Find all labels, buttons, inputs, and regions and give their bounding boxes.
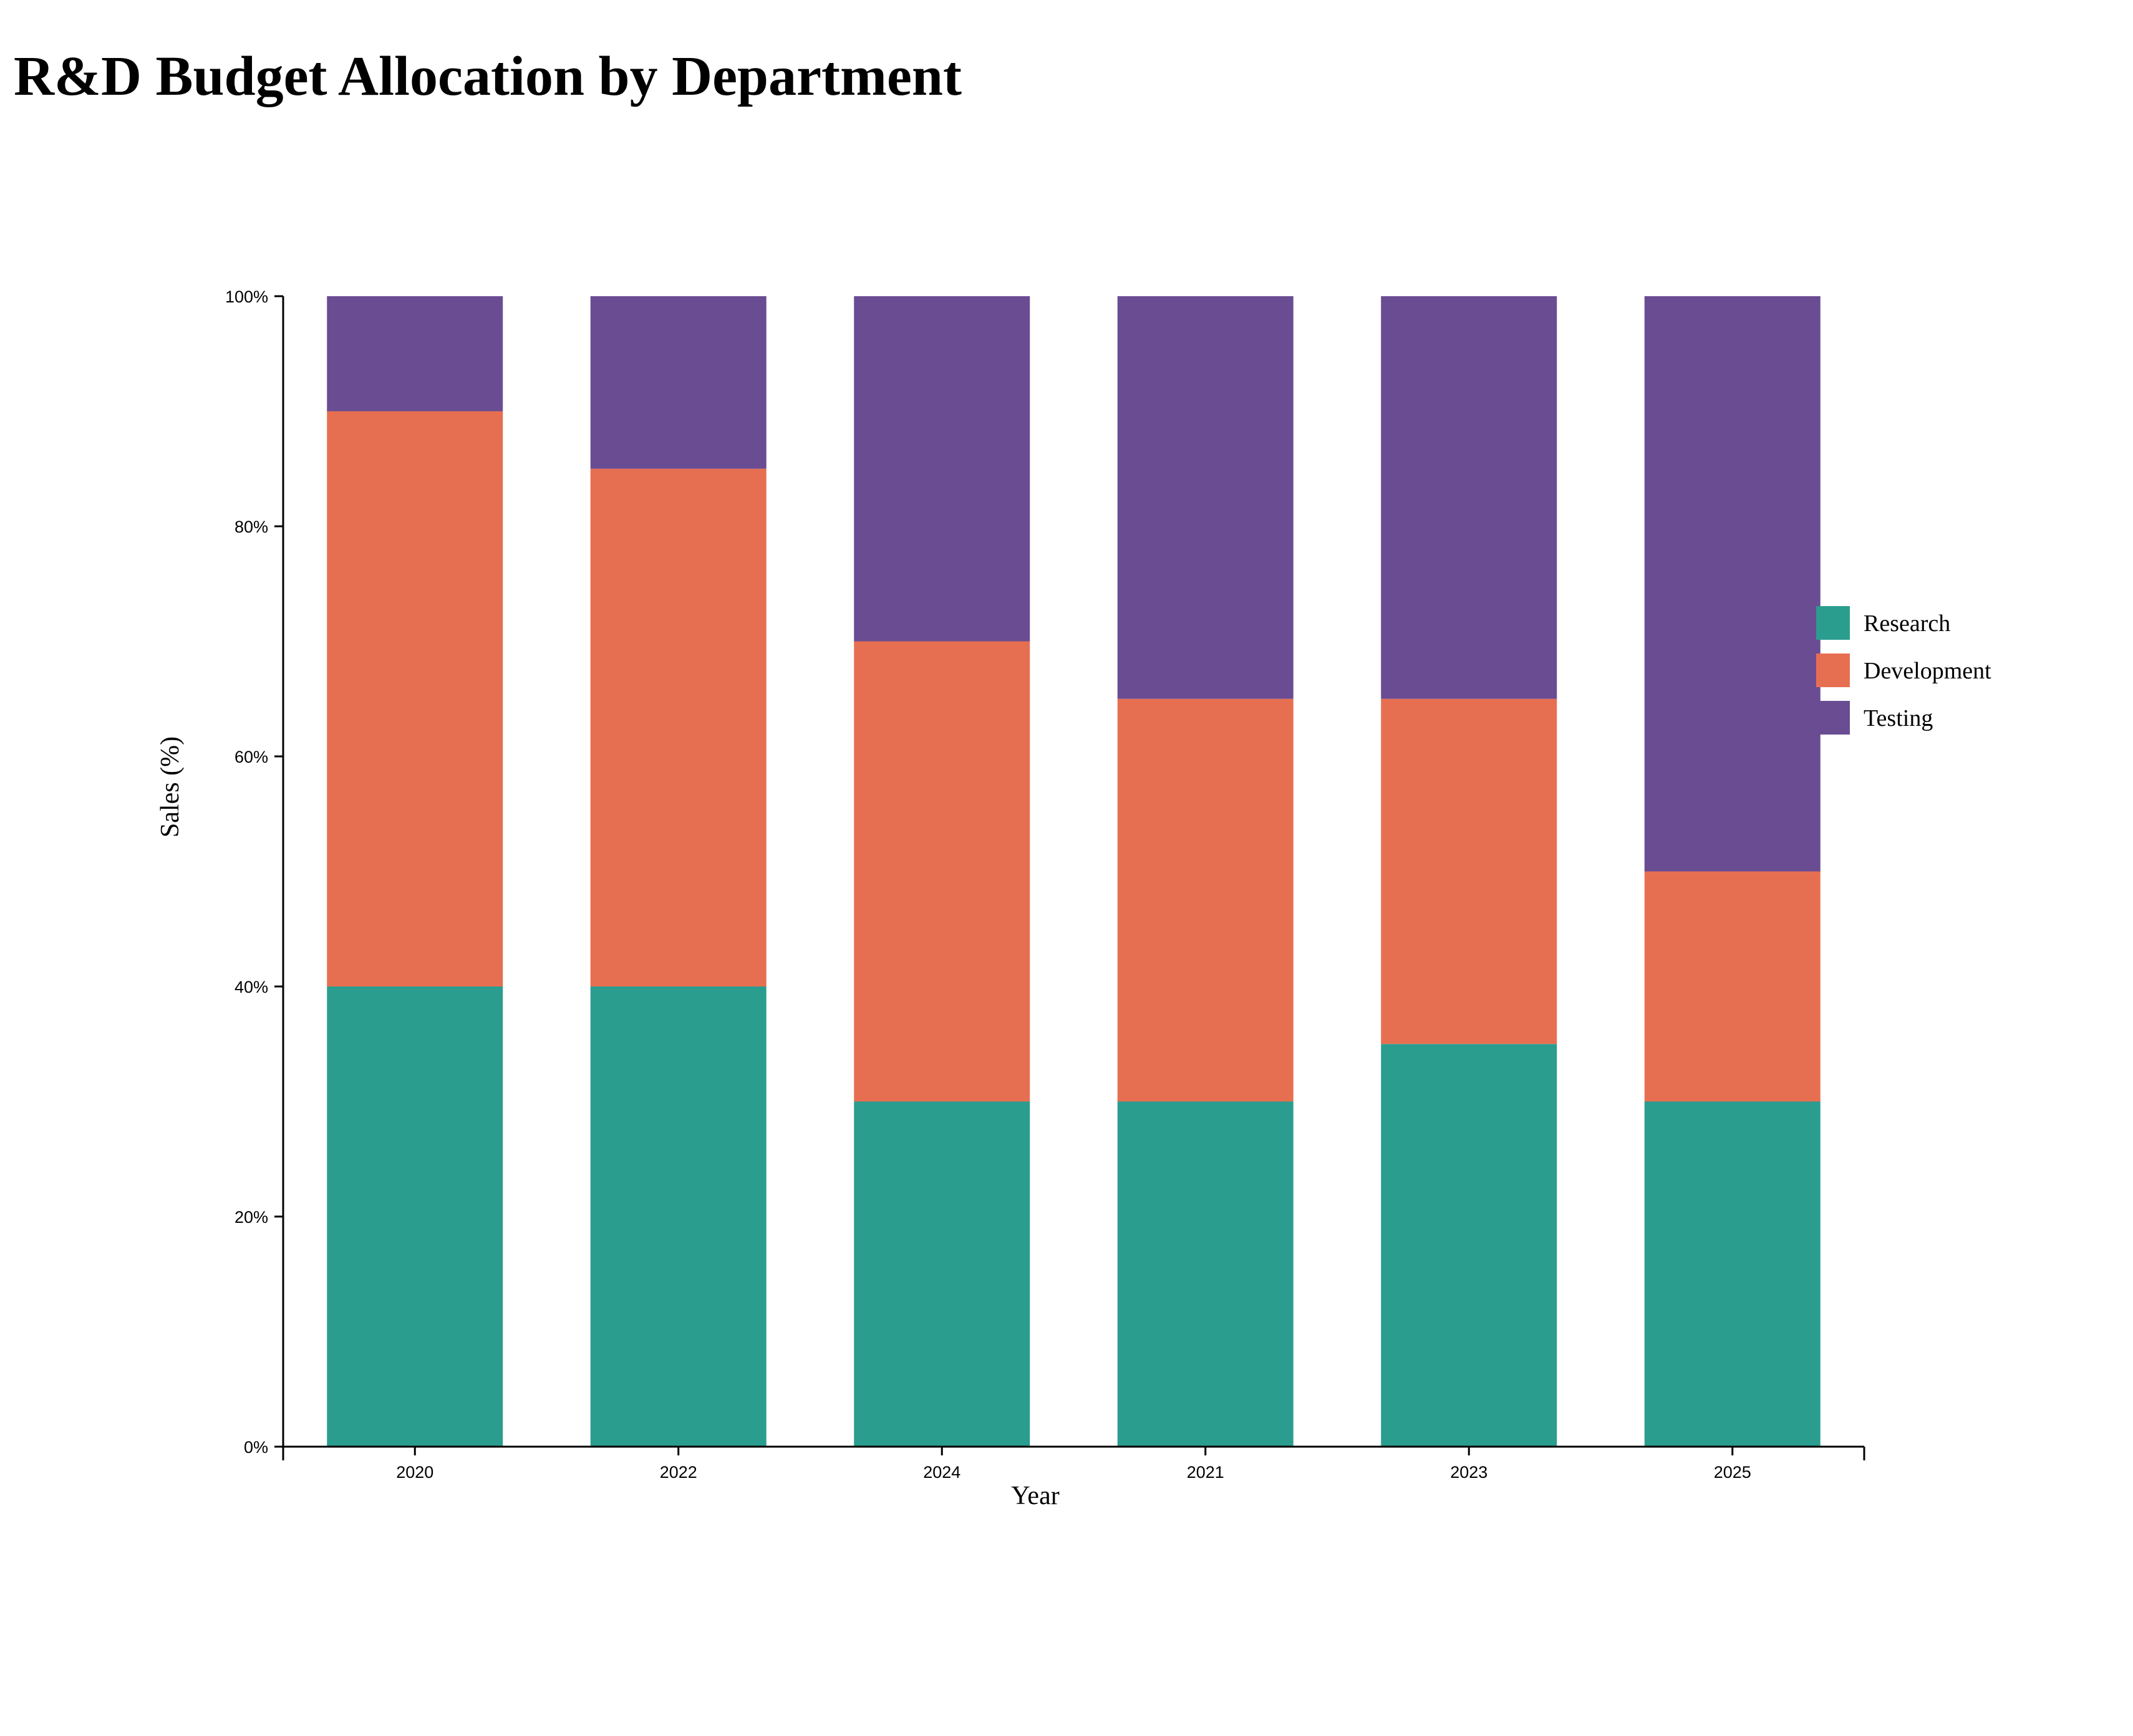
bar-research-2022 <box>590 986 767 1447</box>
bar-testing-2023 <box>1381 296 1557 699</box>
y-tick-label: 20% <box>235 1208 268 1227</box>
bar-testing-2021 <box>1117 296 1294 699</box>
x-tick-label: 2023 <box>1450 1463 1487 1482</box>
legend-swatch-research <box>1816 606 1850 640</box>
y-tick-label: 40% <box>235 978 268 996</box>
y-tick-label: 0% <box>244 1438 268 1457</box>
bar-development-2023 <box>1381 698 1557 1044</box>
x-tick-label: 2020 <box>396 1463 433 1482</box>
x-axis-title: Year <box>1011 1482 1059 1510</box>
bar-research-2020 <box>327 986 503 1447</box>
bar-development-2024 <box>854 641 1030 1102</box>
legend-swatch-testing <box>1816 701 1850 735</box>
x-tick-label: 2025 <box>1714 1463 1751 1482</box>
bar-research-2023 <box>1381 1044 1557 1447</box>
bar-testing-2024 <box>854 296 1030 642</box>
bar-development-2020 <box>327 411 503 986</box>
bar-development-2022 <box>590 468 767 986</box>
y-axis-ticks: 0% 20% 40% 60% 80% 100% <box>225 287 283 1457</box>
legend-label-research: Research <box>1864 610 1950 637</box>
x-tick-label: 2024 <box>923 1463 960 1482</box>
bar-development-2021 <box>1117 698 1294 1102</box>
x-axis-ticks: 2020 2022 2024 2021 2023 2025 <box>396 1447 1751 1482</box>
x-tick-label: 2022 <box>660 1463 697 1482</box>
bar-research-2025 <box>1644 1101 1821 1447</box>
bar-development-2025 <box>1644 871 1821 1102</box>
bar-testing-2025 <box>1644 296 1821 872</box>
y-tick-label: 80% <box>235 518 268 536</box>
legend: Research Development Testing <box>1816 606 1991 735</box>
chart-title: R&D Budget Allocation by Department <box>14 46 962 107</box>
bar-testing-2022 <box>590 296 767 469</box>
x-tick-label: 2021 <box>1187 1463 1224 1482</box>
legend-swatch-development <box>1816 653 1850 687</box>
y-tick-label: 60% <box>235 748 268 766</box>
legend-label-testing: Testing <box>1864 705 1933 731</box>
bar-research-2021 <box>1117 1101 1294 1447</box>
bar-testing-2020 <box>327 296 503 412</box>
legend-label-development: Development <box>1864 658 1991 684</box>
plot-area <box>327 296 1821 1447</box>
y-tick-label: 100% <box>225 287 268 306</box>
bar-research-2024 <box>854 1101 1030 1447</box>
y-axis-title: Sales (%) <box>156 736 185 837</box>
